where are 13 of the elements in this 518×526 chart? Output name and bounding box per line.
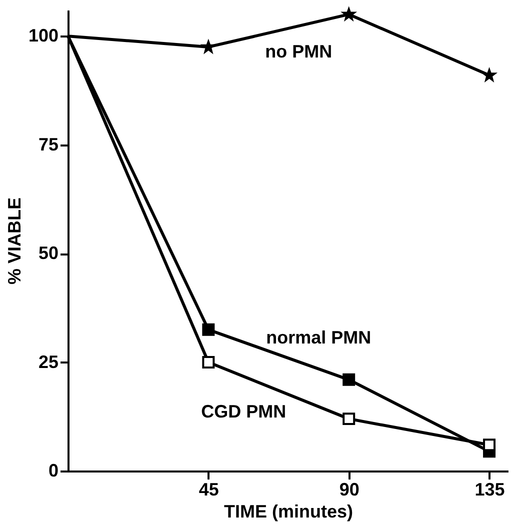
y-tick-label: 0 [48, 460, 58, 480]
series-label: normal PMN [266, 328, 372, 348]
y-tick-label: 100 [28, 26, 58, 46]
y-tick-label: 50 [38, 243, 58, 264]
x-axis-title: TIME (minutes) [224, 502, 354, 522]
series-label: no PMN [265, 42, 332, 62]
series-label: CGD PMN [201, 402, 286, 422]
y-tick-label: 75 [38, 134, 58, 154]
x-tick-label: 45 [198, 480, 219, 500]
x-tick-label: 135 [474, 480, 505, 500]
y-tick-label: 25 [38, 352, 58, 372]
y-axis-title: % VIABLE [4, 197, 24, 285]
x-tick-label: 90 [339, 480, 360, 500]
